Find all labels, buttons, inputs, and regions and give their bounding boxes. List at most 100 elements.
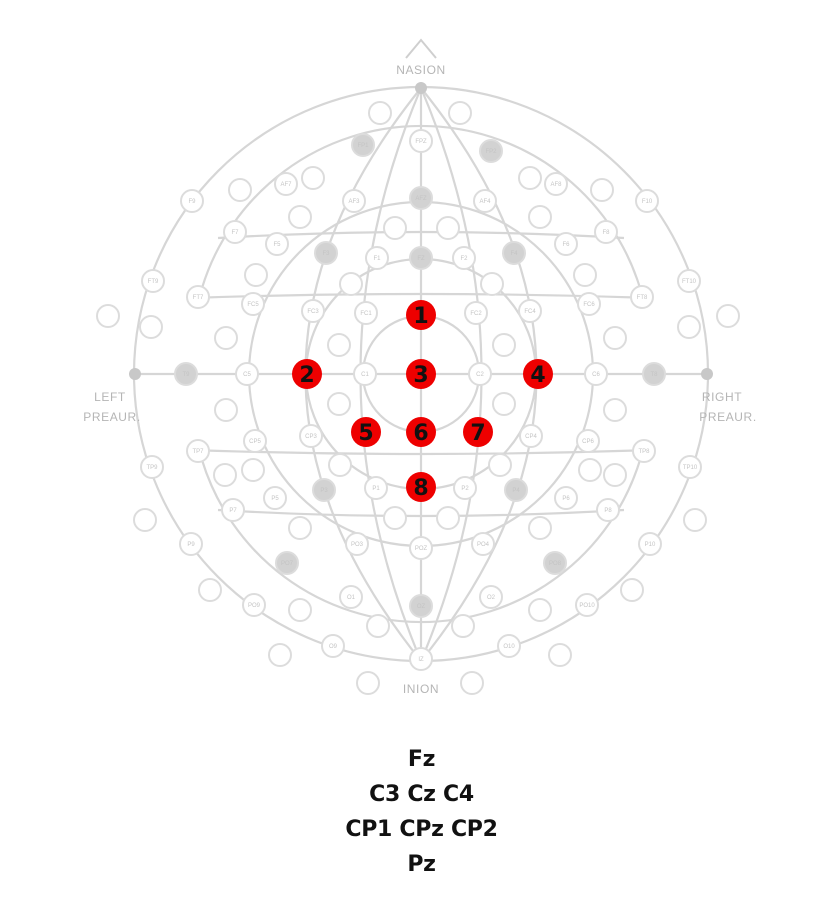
electrode-tag: P9 (187, 542, 195, 548)
electrode-tag: F2 (460, 256, 468, 262)
electrode-unlabeled (451, 614, 475, 638)
electrode-unlabeled (578, 458, 602, 482)
electrode-tag: POZ (415, 546, 428, 552)
electrode-unlabeled (448, 101, 472, 125)
electrode-p4 (504, 478, 528, 502)
electrode-c2 (468, 362, 492, 386)
electrode-p8 (596, 498, 620, 522)
electrode-unlabeled (383, 216, 407, 240)
electrode-tp10 (678, 455, 702, 479)
electrode-po9 (242, 593, 266, 617)
electrode-f4 (502, 241, 526, 265)
electrode-tag: FC6 (583, 302, 595, 308)
marker-layer: 1 2 3 4 5 6 7 8 (292, 300, 553, 502)
electrode-unlabeled (436, 216, 460, 240)
electrode-unlabeled (528, 205, 552, 229)
electrode-unlabeled (603, 463, 627, 487)
caption-line-1: Fz (407, 747, 436, 772)
electrode-po10 (575, 593, 599, 617)
electrode-unlabeled (213, 463, 237, 487)
electrode-tag: P6 (562, 496, 570, 502)
right-sub-label: PREAUR. (699, 410, 757, 424)
marker-4 (523, 359, 553, 389)
electrode-unlabeled (620, 578, 644, 602)
electrode-unlabeled (198, 578, 222, 602)
electrode-poz (409, 536, 433, 560)
electrode-tag: FT8 (637, 295, 648, 301)
inion-label: INION (403, 682, 439, 696)
electrode-tag: FZ (417, 256, 425, 262)
electrode-tag: AFZ (415, 196, 427, 202)
parallel-p (217, 508, 625, 518)
electrode-tag: F4 (510, 251, 518, 257)
electrode-tag: F5 (273, 242, 281, 248)
right-preauricular-dot (701, 368, 713, 380)
electrode-unlabeled (492, 333, 516, 357)
electrode-fp2 (479, 139, 503, 163)
caption-line-3: CP1 CPz CP2 (345, 817, 498, 842)
electrode-unlabeled (368, 101, 392, 125)
electrode-unlabeled (488, 453, 512, 477)
electrode-po8 (543, 551, 567, 575)
electrode-unlabeled (573, 263, 597, 287)
electrode-fc5 (241, 292, 265, 316)
electrode-cp3 (299, 424, 323, 448)
electrode-tag: FP1 (357, 143, 369, 149)
electrode-tag: FT9 (148, 279, 159, 285)
electrode-fz (409, 246, 433, 270)
electrode-cp5 (243, 429, 267, 453)
marker-number: 4 (530, 363, 545, 388)
electrode-tag: T8 (650, 372, 658, 378)
electrode-unlabeled (139, 315, 163, 339)
electrode-unlabeled (603, 398, 627, 422)
electrode-tag: F8 (602, 230, 610, 236)
electrode-unlabeled (603, 326, 627, 350)
electrode-unlabeled (214, 326, 238, 350)
electrode-unlabeled (228, 178, 252, 202)
electrode-fc1 (354, 301, 378, 325)
electrode-tag: F1 (373, 256, 381, 262)
electrode-p5 (263, 486, 287, 510)
electrode-p9 (179, 532, 203, 556)
electrode-tag: CP4 (525, 434, 537, 440)
electrode-tag: T9 (182, 372, 190, 378)
electrode-unlabeled (366, 614, 390, 638)
electrode-fpz (409, 129, 433, 153)
electrode-tag: C1 (361, 372, 369, 378)
electrode-fc3 (301, 299, 325, 323)
electrode-p3 (312, 478, 336, 502)
marker-number: 7 (470, 421, 485, 446)
electrode-o10 (497, 634, 521, 658)
electrode-tag: F10 (642, 199, 653, 205)
electrode-unlabeled (548, 643, 572, 667)
electrode-t8 (642, 362, 666, 386)
electrode-tag: FC3 (307, 309, 319, 315)
electrode-o9 (321, 634, 345, 658)
electrode-tag: PO7 (281, 561, 294, 567)
caption-line-2: C3 Cz C4 (369, 782, 474, 807)
marker-number: 2 (299, 363, 314, 388)
electrode-unlabeled (301, 166, 325, 190)
nose-triangle (405, 38, 437, 59)
electrode-tag: FT10 (682, 279, 697, 285)
electrode-tp9 (140, 455, 164, 479)
electrode-tag: O1 (347, 595, 356, 601)
electrode-tag: TP8 (638, 449, 650, 455)
marker-number: 5 (358, 421, 373, 446)
electrode-tag: CP6 (582, 439, 594, 445)
marker-1 (406, 300, 436, 330)
electrode-unlabeled (328, 453, 352, 477)
electrode-layer: FP1 FPZ FP2 AF7 AF3 AFZ AF4 AF8 F9 F7 F5 F3 F1 FZ F2 F4… (96, 101, 740, 695)
electrode-t9 (174, 362, 198, 386)
electrode-tag: P2 (461, 486, 469, 492)
marker-number: 3 (413, 363, 428, 388)
electrode-unlabeled (268, 643, 292, 667)
electrode-tag: O2 (487, 595, 496, 601)
marker-6 (406, 417, 436, 447)
electrode-unlabeled (518, 166, 542, 190)
electrode-tag: TP7 (192, 449, 204, 455)
electrode-tag: AF4 (479, 199, 491, 205)
electrode-af8 (544, 172, 568, 196)
electrode-p10 (638, 532, 662, 556)
